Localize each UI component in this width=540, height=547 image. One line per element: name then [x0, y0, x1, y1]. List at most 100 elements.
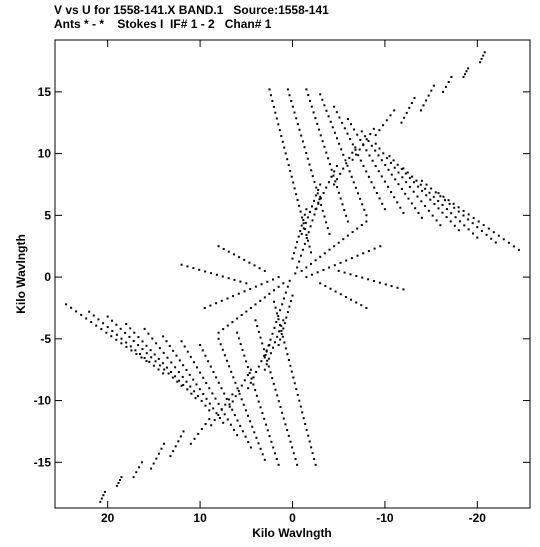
uv-point — [291, 294, 294, 297]
uv-point — [295, 388, 298, 391]
uv-point — [402, 211, 405, 214]
uv-point — [360, 130, 363, 133]
uv-point — [290, 175, 293, 178]
uv-point — [385, 119, 388, 122]
uv-point — [312, 111, 315, 114]
uv-point — [351, 158, 354, 161]
uv-point — [359, 138, 362, 141]
uv-point — [490, 237, 493, 240]
uv-point — [106, 315, 109, 318]
uv-track — [106, 315, 183, 387]
uv-point — [304, 423, 307, 425]
uv-point — [200, 399, 203, 402]
uv-point — [281, 303, 284, 306]
uv-point — [261, 412, 264, 415]
uv-point — [311, 175, 314, 178]
uv-point — [319, 197, 322, 200]
uv-point — [154, 360, 157, 363]
uv-point — [222, 328, 225, 331]
uv-track — [150, 442, 165, 470]
uv-point — [378, 281, 381, 284]
uv-point — [186, 388, 189, 391]
uv-point — [421, 189, 424, 192]
uv-point — [158, 347, 161, 350]
uv-point — [282, 319, 285, 322]
y-tick-label: -15 — [34, 455, 52, 469]
uv-point — [243, 379, 246, 382]
uv-point — [125, 345, 128, 348]
uv-point — [358, 148, 361, 151]
uv-point — [417, 212, 420, 214]
uv-point — [299, 405, 302, 408]
uv-point — [320, 204, 323, 206]
uv-point — [305, 152, 308, 154]
uv-track — [300, 183, 322, 235]
uv-point — [220, 299, 223, 302]
uv-point — [463, 224, 466, 227]
uv-point — [103, 490, 106, 493]
uv-point — [420, 216, 423, 219]
uv-point — [228, 405, 231, 408]
uv-point — [307, 239, 309, 242]
uv-point — [327, 115, 330, 118]
uv-track — [217, 282, 285, 334]
uv-point — [449, 220, 452, 223]
uv-point — [343, 127, 346, 130]
uv-point — [271, 100, 274, 102]
uv-point — [208, 409, 211, 412]
uv-point — [329, 120, 332, 123]
uv-point — [182, 384, 185, 386]
uv-point — [471, 222, 474, 225]
uv-point — [292, 181, 295, 184]
uv-point — [290, 100, 293, 102]
uv-tracks — [65, 51, 520, 503]
uv-point — [311, 273, 313, 276]
uv-point — [348, 157, 351, 159]
uv-point — [120, 476, 123, 479]
uv-point — [356, 133, 359, 136]
uv-point — [269, 94, 272, 97]
uv-point — [263, 356, 266, 359]
uv-point — [162, 372, 165, 375]
uv-point — [150, 356, 153, 359]
uv-point — [378, 147, 381, 150]
uv-point — [365, 138, 368, 141]
uv-point — [269, 352, 272, 355]
uv-point — [215, 412, 218, 415]
uv-point — [296, 393, 299, 396]
uv-point — [412, 190, 415, 193]
uv-point — [102, 322, 105, 325]
uv-point — [167, 372, 170, 375]
uv-point — [155, 457, 158, 460]
uv-point — [169, 455, 172, 458]
uv-point — [273, 289, 275, 292]
uv-point — [442, 90, 445, 93]
uv-point — [472, 232, 474, 235]
uv-track — [305, 88, 349, 223]
uv-point — [375, 192, 378, 194]
uv-point — [260, 360, 263, 363]
uv-point — [317, 202, 320, 205]
uv-point — [300, 232, 303, 235]
uv-point — [284, 347, 287, 350]
uv-point — [298, 399, 301, 402]
uv-point — [296, 463, 299, 466]
uv-point — [350, 123, 352, 126]
uv-point — [404, 172, 407, 175]
uv-point — [396, 286, 399, 289]
uv-point — [212, 407, 215, 410]
uv-point — [241, 348, 244, 351]
uv-point — [390, 173, 393, 176]
uv-point — [140, 356, 143, 359]
uv-point — [296, 199, 299, 201]
uv-point — [467, 67, 470, 70]
uv-point — [321, 209, 324, 212]
uv-point — [90, 321, 93, 323]
uv-point — [302, 417, 305, 420]
uv-point — [286, 88, 289, 91]
uv-point — [302, 227, 305, 230]
uv-point — [192, 267, 195, 270]
uv-point — [141, 348, 144, 351]
uv-point — [369, 133, 372, 136]
uv-point — [314, 259, 317, 262]
